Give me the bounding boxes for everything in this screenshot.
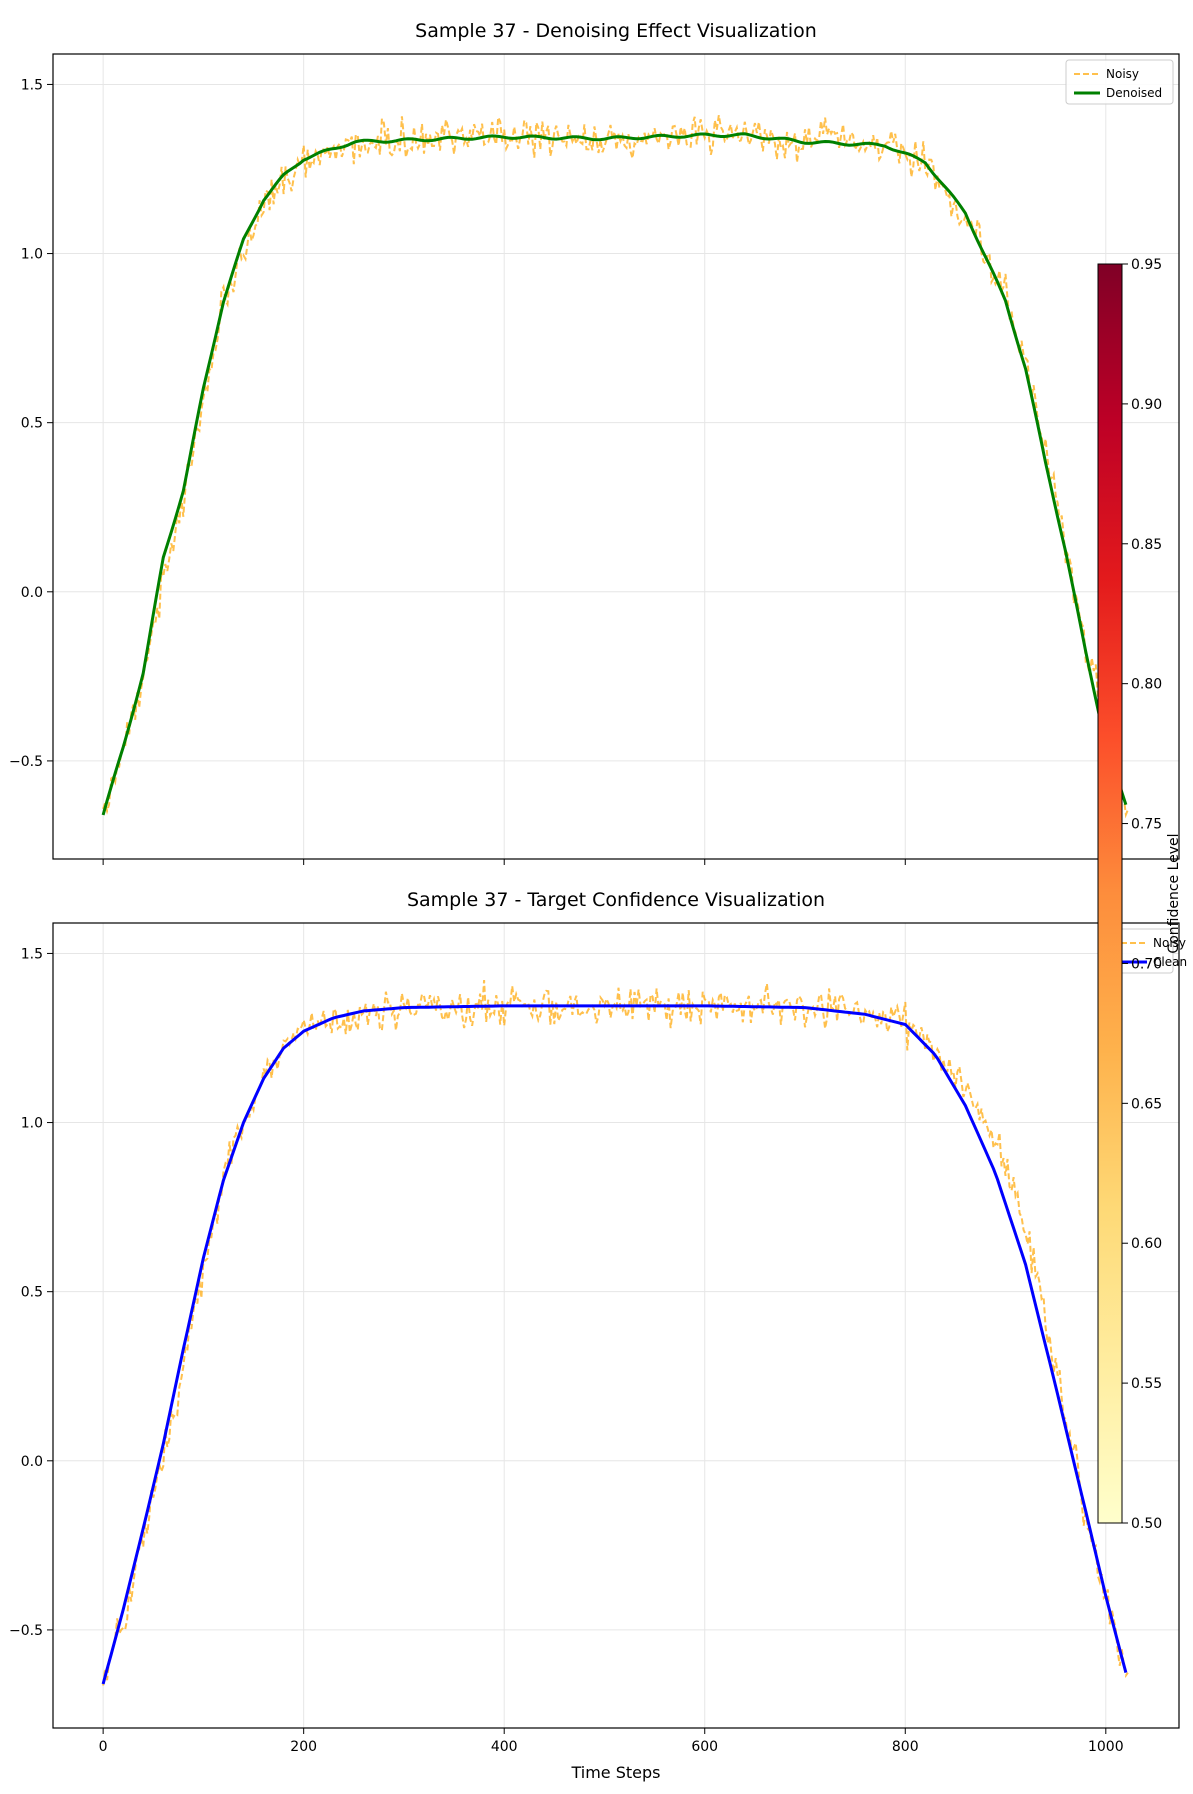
colorbar-tick-label: 0.80: [1131, 677, 1162, 693]
x-tick-label: 0: [99, 1739, 108, 1755]
series-line-noisy: [102, 115, 1129, 819]
legend-entry-denoised: Denoised: [1106, 86, 1162, 100]
colorbar-tick-label: 0.55: [1131, 1376, 1162, 1392]
colorbar-tick-label: 0.65: [1131, 1096, 1162, 1112]
legend-entry-clean: Clean: [1153, 955, 1187, 969]
x-axis-label: Time Steps: [570, 1763, 660, 1782]
series-group: [101, 980, 1129, 1686]
y-tick-label: 1.0: [21, 1116, 43, 1132]
colorbar-tick-label: 0.75: [1131, 817, 1162, 833]
legend: Noisy Denoised: [1065, 59, 1174, 105]
y-tick-label: 0.5: [21, 416, 43, 432]
colorbar-tick-label: 0.70: [1131, 956, 1162, 972]
colorbar-label: Confidence Level: [1166, 833, 1182, 953]
y-tick-label: 0.0: [21, 1454, 43, 1470]
chart-panel-1: Sample 37 - Denoising Effect Visualizati…: [9, 20, 1180, 865]
y-tick-label: 0.0: [21, 585, 43, 601]
y-tick-label: 1.0: [21, 247, 43, 263]
x-tick-label: 400: [491, 1739, 518, 1755]
x-tick-label: 600: [691, 1739, 718, 1755]
series-line-denoised: [101, 132, 1128, 816]
chart-title: Sample 37 - Target Confidence Visualizat…: [407, 889, 825, 911]
series-group: [101, 115, 1129, 819]
colorbar-tick-label: 0.60: [1131, 1236, 1162, 1252]
axes-frame: [52, 53, 1180, 860]
colorbar-tick-label: 0.95: [1131, 257, 1162, 273]
colorbar-tick-label: 0.85: [1131, 537, 1162, 553]
y-tick-label: −0.5: [9, 754, 43, 770]
x-tick-label: 200: [290, 1739, 317, 1755]
y-tick-label: 0.5: [21, 1285, 43, 1301]
y-tick-label: 1.5: [21, 77, 43, 93]
x-tick-label: 1000: [1088, 1739, 1124, 1755]
colorbar: 0.50 0.55 0.60 0.65 0.70 0.75 0.80 0.85 0.90 0.95…: [1097, 257, 1182, 1532]
legend-entry-noisy: Noisy: [1106, 67, 1139, 81]
axes-frame: [52, 922, 1180, 1729]
chart-title: Sample 37 - Denoising Effect Visualizati…: [415, 20, 817, 42]
series-line-clean: [101, 1004, 1128, 1685]
x-tick-label: 800: [892, 1739, 919, 1755]
colorbar-tick-label: 0.50: [1131, 1516, 1162, 1532]
y-tick-label: −0.5: [9, 1623, 43, 1639]
legend-entry-noisy: Noisy: [1153, 936, 1186, 950]
colorbar-tick-label: 0.90: [1131, 397, 1162, 413]
y-tick-label: 1.5: [21, 946, 43, 962]
colorbar-gradient: [1097, 263, 1123, 1524]
chart-panel-2: Sample 37 - Target Confidence Visualizat…: [9, 889, 1187, 1782]
series-line-noisy: [102, 980, 1129, 1686]
legend: Noisy Clean: [1112, 928, 1187, 974]
